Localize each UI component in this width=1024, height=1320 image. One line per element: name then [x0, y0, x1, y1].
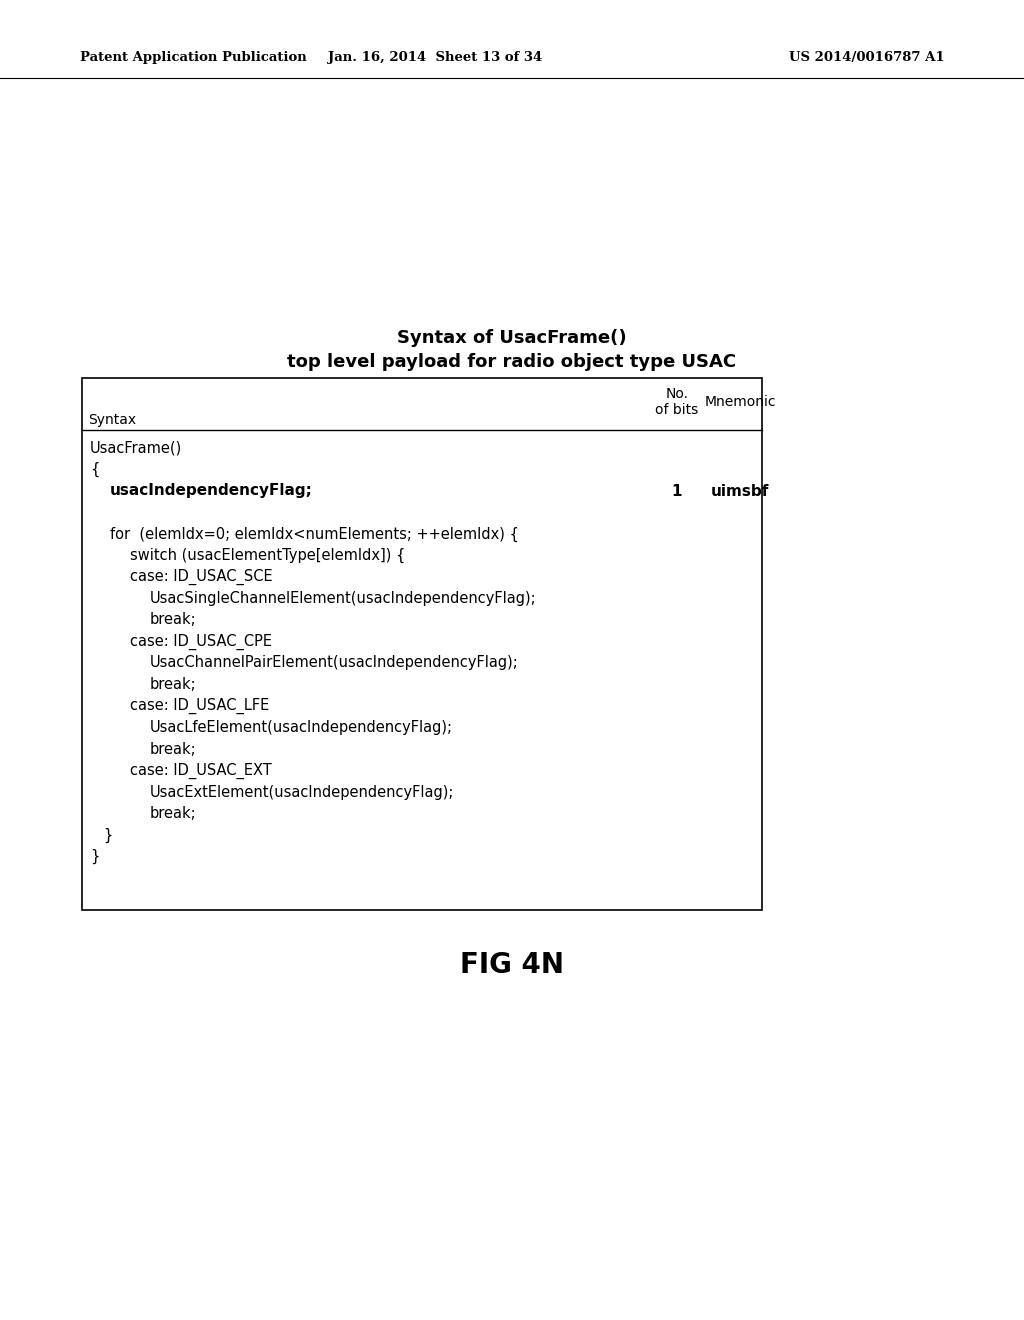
- Text: break;: break;: [150, 742, 197, 756]
- Text: UsacFrame(): UsacFrame(): [90, 441, 182, 455]
- Text: UsacExtElement(usacIndependencyFlag);: UsacExtElement(usacIndependencyFlag);: [150, 784, 455, 800]
- Text: No.: No.: [666, 387, 688, 401]
- Text: case: ID_USAC_CPE: case: ID_USAC_CPE: [130, 634, 272, 649]
- Text: Jan. 16, 2014  Sheet 13 of 34: Jan. 16, 2014 Sheet 13 of 34: [328, 51, 542, 65]
- Text: case: ID_USAC_EXT: case: ID_USAC_EXT: [130, 763, 271, 779]
- Text: break;: break;: [150, 807, 197, 821]
- Text: US 2014/0016787 A1: US 2014/0016787 A1: [790, 51, 945, 65]
- Text: UsacSingleChannelElement(usacIndependencyFlag);: UsacSingleChannelElement(usacIndependenc…: [150, 591, 537, 606]
- Text: switch (usacElementType[elemIdx]) {: switch (usacElementType[elemIdx]) {: [130, 548, 406, 564]
- Text: break;: break;: [150, 612, 197, 627]
- Text: uimsbf: uimsbf: [711, 483, 769, 499]
- Text: UsacChannelPairElement(usacIndependencyFlag);: UsacChannelPairElement(usacIndependencyF…: [150, 656, 519, 671]
- Text: }: }: [90, 849, 99, 865]
- Text: 1: 1: [672, 483, 682, 499]
- Text: usacIndependencyFlag;: usacIndependencyFlag;: [110, 483, 313, 499]
- Text: Patent Application Publication: Patent Application Publication: [80, 51, 307, 65]
- Text: of bits: of bits: [655, 403, 698, 417]
- Text: }: }: [90, 828, 114, 842]
- Text: case: ID_USAC_SCE: case: ID_USAC_SCE: [130, 569, 272, 585]
- Text: Syntax of UsacFrame(): Syntax of UsacFrame(): [397, 329, 627, 347]
- Text: Syntax: Syntax: [88, 413, 136, 426]
- Text: break;: break;: [150, 677, 197, 692]
- Text: {: {: [90, 462, 99, 477]
- Text: UsacLfeElement(usacIndependencyFlag);: UsacLfeElement(usacIndependencyFlag);: [150, 719, 453, 735]
- Text: Mnemonic: Mnemonic: [705, 395, 776, 409]
- Bar: [82, 378, 762, 909]
- Text: FIG 4N: FIG 4N: [460, 950, 564, 979]
- Text: top level payload for radio object type USAC: top level payload for radio object type …: [288, 352, 736, 371]
- Text: for  (elemIdx=0; elemIdx<numElements; ++elemIdx) {: for (elemIdx=0; elemIdx<numElements; ++e…: [110, 527, 519, 541]
- Text: case: ID_USAC_LFE: case: ID_USAC_LFE: [130, 698, 269, 714]
